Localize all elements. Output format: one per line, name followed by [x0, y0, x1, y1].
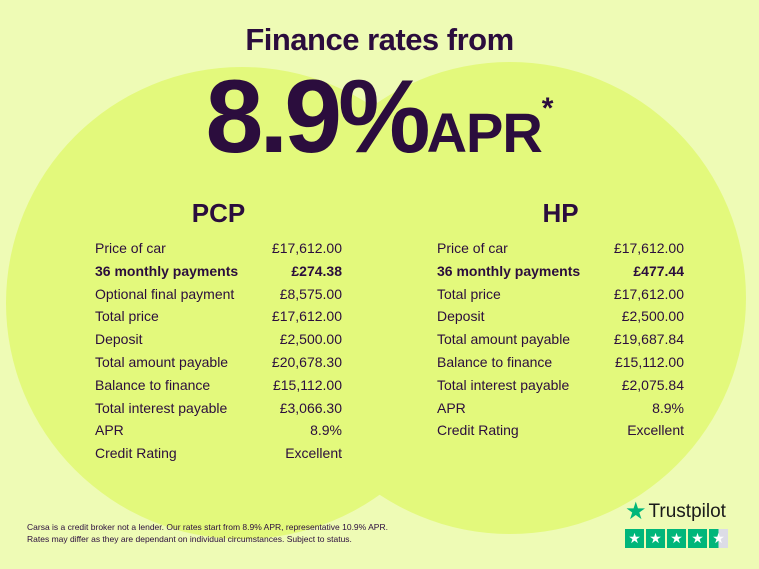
row-label: Total price	[95, 308, 159, 325]
disclaimer-line-2: Rates may differ as they are dependant o…	[27, 534, 352, 544]
row-label: Total interest payable	[437, 376, 570, 393]
row-label: Total amount payable	[95, 353, 229, 370]
trustpilot-star-icon: ★	[625, 498, 647, 525]
row-label: Deposit	[437, 308, 485, 325]
hp-title: HP	[542, 198, 579, 228]
row-label: APR	[437, 399, 466, 416]
row-label: Total price	[437, 285, 501, 302]
table-row: Credit Rating Excellent	[95, 442, 342, 465]
row-value: £8,575.00	[279, 285, 342, 302]
rate-value: 8.9%	[205, 59, 431, 175]
pcp-table: PCP Price of car £17,612.00 36 monthly pay…	[95, 198, 342, 465]
row-label: Price of car	[437, 240, 508, 256]
row-value: £2,500.00	[621, 308, 684, 325]
row-label: Deposit	[95, 331, 143, 348]
rate-unit: APR	[426, 101, 543, 164]
table-row: Optional final payment £8,575.00	[95, 283, 342, 306]
rating-star-icon: ★	[625, 529, 644, 548]
table-row: Deposit £2,500.00	[95, 328, 342, 351]
disclaimer: Carsa is a credit broker not a lender. O…	[27, 521, 388, 545]
row-label: Price of car	[95, 240, 166, 256]
row-value: £274.38	[291, 262, 342, 279]
table-row: APR 8.9%	[95, 419, 342, 442]
row-value: 8.9%	[310, 422, 342, 439]
row-value: £17,612.00	[271, 240, 342, 256]
trustpilot-badge: ★ Trustpilot ★ ★ ★ ★ ★	[625, 497, 728, 548]
table-row: Deposit £2,500.00	[437, 305, 684, 328]
pcp-title: PCP	[191, 198, 246, 228]
table-row: Balance to finance £15,112.00	[95, 374, 342, 397]
table-row: Price of car £17,612.00	[437, 237, 684, 260]
table-row: Balance to finance £15,112.00	[437, 351, 684, 374]
table-row: APR 8.9%	[437, 397, 684, 420]
table-row: Total interest payable £2,075.84	[437, 374, 684, 397]
rating-star-icon: ★	[646, 529, 665, 548]
decorative-circle-right	[274, 62, 746, 534]
row-value: £19,687.84	[613, 331, 684, 348]
table-row: Total price £17,612.00	[95, 305, 342, 328]
table-row: 36 monthly payments £274.38	[95, 260, 342, 283]
table-row: Price of car £17,612.00	[95, 237, 342, 260]
row-label: 36 monthly payments	[437, 262, 581, 279]
row-value: £477.44	[633, 262, 684, 279]
row-value: Excellent	[627, 422, 684, 439]
row-value: Excellent	[285, 445, 342, 462]
row-value: £2,075.84	[621, 376, 684, 393]
row-label: Total interest payable	[95, 399, 228, 416]
table-row: Total amount payable £19,687.84	[437, 328, 684, 351]
row-label: Total amount payable	[437, 331, 571, 348]
hp-rows: Price of car £17,612.00 36 monthly payment…	[437, 237, 684, 442]
row-label: Credit Rating	[437, 422, 519, 439]
row-value: £15,112.00	[614, 353, 684, 370]
rate-display: 8.9%APR*	[0, 58, 759, 177]
table-row: Total amount payable £20,678.30	[95, 351, 342, 374]
pcp-rows: Price of car £17,612.00 36 monthly payment…	[95, 237, 342, 465]
rating-star-icon: ★	[688, 529, 707, 548]
headline: Finance rates from	[245, 22, 514, 57]
row-label: 36 monthly payments	[95, 262, 239, 279]
trustpilot-rating: ★ ★ ★ ★ ★	[625, 529, 728, 548]
table-row: Credit Rating Excellent	[437, 419, 684, 442]
row-label: Optional final payment	[95, 285, 235, 302]
table-row: 36 monthly payments £477.44	[437, 260, 684, 283]
row-value: 8.9%	[652, 399, 684, 416]
row-value: £17,612.00	[613, 285, 684, 302]
table-row: Total interest payable £3,066.30	[95, 397, 342, 420]
hp-table: HP Price of car £17,612.00 36 monthly paym…	[437, 198, 684, 442]
row-value: £20,678.30	[271, 353, 342, 370]
table-row: Total price £17,612.00	[437, 283, 684, 306]
row-label: Balance to finance	[95, 376, 211, 393]
row-label: APR	[95, 422, 124, 439]
trustpilot-name: Trustpilot	[648, 500, 726, 522]
rate-asterisk: *	[541, 92, 554, 125]
row-label: Balance to finance	[437, 353, 553, 370]
rating-star-icon: ★	[709, 529, 728, 548]
row-label: Credit Rating	[95, 445, 177, 462]
disclaimer-line-1: Carsa is a credit broker not a lender. O…	[27, 522, 388, 532]
row-value: £3,066.30	[279, 399, 342, 416]
rating-star-icon: ★	[667, 529, 686, 548]
row-value: £15,112.00	[272, 376, 342, 393]
row-value: £17,612.00	[613, 240, 684, 256]
row-value: £2,500.00	[279, 331, 342, 348]
row-value: £17,612.00	[271, 308, 342, 325]
